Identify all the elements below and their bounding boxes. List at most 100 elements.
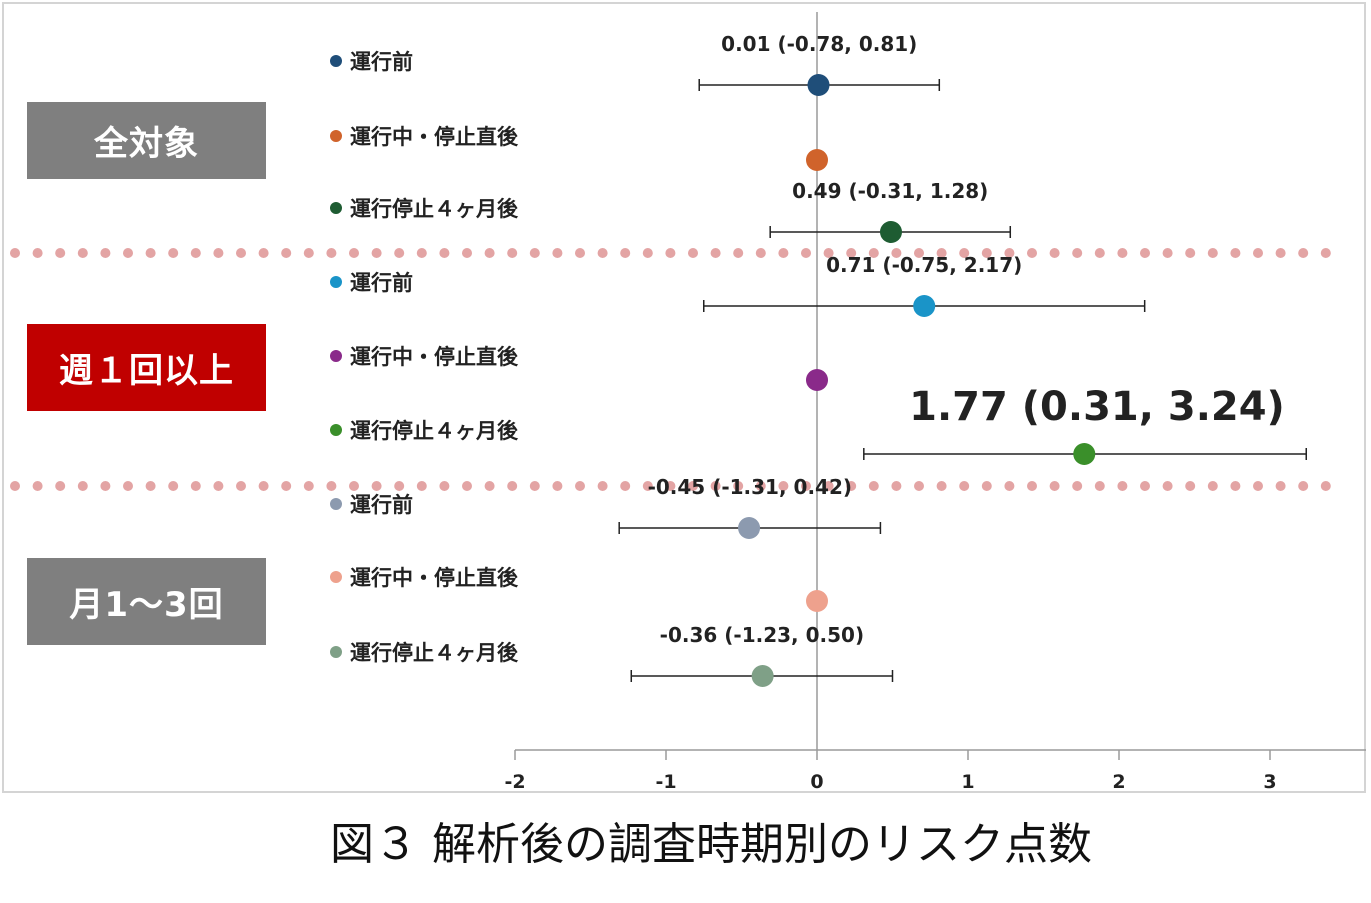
category-label: 運行前 bbox=[350, 493, 413, 517]
ci-value-label: -0.36 (-1.23, 0.50) bbox=[660, 623, 864, 647]
group-separator-dot bbox=[1004, 481, 1015, 491]
group-label-all: 全対象 bbox=[27, 102, 266, 179]
group-separator-dot bbox=[213, 481, 224, 491]
category-label: 運行前 bbox=[350, 50, 413, 74]
point-estimate bbox=[879, 221, 902, 243]
group-separator-dot bbox=[1049, 481, 1060, 491]
group-separator-dot bbox=[1117, 248, 1128, 258]
group-separator-dot bbox=[891, 481, 902, 491]
x-tick-label: 3 bbox=[1263, 771, 1276, 793]
x-tick-label: 2 bbox=[1112, 771, 1125, 793]
group-separator-dot bbox=[1094, 248, 1105, 258]
group-separator-dot bbox=[1275, 248, 1286, 258]
group-separator-dot bbox=[1253, 248, 1263, 258]
group-separator-dot bbox=[326, 481, 337, 491]
category-label: 運行中・停止直後 bbox=[350, 345, 518, 369]
group-label-weekly: 週１回以上 bbox=[27, 324, 266, 411]
group-separator-dot bbox=[1072, 248, 1083, 258]
group-separator-dot bbox=[236, 248, 246, 258]
group-separator-dot bbox=[891, 248, 902, 258]
group-separator-dot bbox=[597, 248, 608, 258]
group-separator-dot bbox=[1298, 481, 1309, 491]
group-separator-dot bbox=[100, 481, 111, 491]
group-separator-dot bbox=[642, 248, 653, 258]
legend-dot-icon bbox=[330, 571, 342, 583]
ci-value-label: 0.71 (-0.75, 2.17) bbox=[826, 253, 1022, 277]
x-tick-label: -2 bbox=[504, 771, 525, 793]
point-estimate bbox=[807, 74, 830, 96]
group-separator-dot bbox=[529, 481, 540, 491]
ci-value-label: -0.45 (-1.31, 0.42) bbox=[648, 475, 852, 499]
legend-dot-icon bbox=[330, 130, 342, 142]
group-separator-dot bbox=[823, 248, 834, 258]
group-separator-dot bbox=[484, 481, 495, 491]
group-separator-dot bbox=[597, 481, 608, 491]
group-separator-dot bbox=[258, 481, 269, 491]
x-tick-label: 1 bbox=[961, 771, 974, 793]
category-row: 運行中・停止直後 bbox=[330, 562, 518, 592]
group-separator-dot bbox=[462, 481, 472, 491]
point-estimate bbox=[806, 590, 828, 612]
group-separator-dot bbox=[665, 248, 676, 258]
group-separator-dot bbox=[778, 248, 789, 258]
group-separator-dot bbox=[959, 248, 970, 258]
group-separator-dot bbox=[1320, 248, 1331, 258]
group-separator-dot bbox=[733, 481, 744, 491]
group-separator-dot bbox=[1072, 481, 1083, 491]
group-separator-dot bbox=[394, 248, 405, 258]
group-separator-dot bbox=[1207, 248, 1218, 258]
group-separator-dot bbox=[575, 481, 585, 491]
group-separator-dot bbox=[10, 248, 20, 258]
category-label: 運行中・停止直後 bbox=[350, 566, 518, 590]
legend-dot-icon bbox=[330, 350, 342, 362]
group-separator-dot bbox=[575, 248, 585, 258]
legend-dot-icon bbox=[330, 276, 342, 288]
group-separator-dot bbox=[868, 248, 879, 258]
group-separator-dot bbox=[77, 481, 88, 491]
group-separator-dot bbox=[801, 481, 811, 491]
group-separator-dot bbox=[688, 481, 698, 491]
group-separator-dot bbox=[1275, 481, 1286, 491]
group-separator-dot bbox=[349, 481, 359, 491]
group-separator-dot bbox=[936, 248, 947, 258]
group-separator-dot bbox=[168, 481, 179, 491]
group-separator-dot bbox=[10, 481, 20, 491]
category-label: 運行停止４ヶ月後 bbox=[350, 197, 518, 221]
group-separator-dot bbox=[394, 481, 405, 491]
group-separator-dot bbox=[823, 481, 834, 491]
point-estimate bbox=[738, 517, 761, 539]
group-separator-dot bbox=[190, 248, 201, 258]
category-row: 運行前 bbox=[330, 46, 413, 76]
x-tick-label: 0 bbox=[810, 771, 823, 793]
group-separator-dot bbox=[462, 248, 472, 258]
forest-plot: -2 -1 0 1 2 3 0.01 (-0.78, 0.81) 0.49 (-0.31, 1… bbox=[10, 12, 1366, 793]
group-separator-dot bbox=[620, 481, 631, 491]
group-separator-dot bbox=[507, 481, 518, 491]
group-separator-dot bbox=[281, 481, 292, 491]
category-row: 運行停止４ヶ月後 bbox=[330, 415, 518, 445]
group-separator-dot bbox=[642, 481, 653, 491]
group-separator-dot bbox=[55, 481, 66, 491]
group-separator-dot bbox=[620, 248, 631, 258]
group-separator-dot bbox=[100, 248, 111, 258]
group-separator-dot bbox=[1094, 481, 1105, 491]
point-estimate bbox=[806, 369, 828, 391]
group-separator-dot bbox=[1298, 248, 1309, 258]
group-separator-dot bbox=[349, 248, 359, 258]
group-separator-dot bbox=[145, 248, 156, 258]
category-label: 運行中・停止直後 bbox=[350, 125, 518, 149]
group-separator-dot bbox=[1230, 481, 1241, 491]
group-separator-dot bbox=[123, 248, 133, 258]
group-separator-dot bbox=[981, 248, 992, 258]
group-separator-dot bbox=[326, 248, 337, 258]
group-separator-dot bbox=[936, 481, 947, 491]
group-separator-dot bbox=[1162, 248, 1173, 258]
group-separator-dot bbox=[371, 481, 382, 491]
ci-value-label: 0.01 (-0.78, 0.81) bbox=[721, 32, 917, 56]
group-separator-dot bbox=[733, 248, 744, 258]
x-tick-label: -1 bbox=[655, 771, 676, 793]
group-separator-dot bbox=[484, 248, 495, 258]
group-separator-dot bbox=[213, 248, 224, 258]
point-estimate bbox=[806, 149, 828, 171]
legend-dot-icon bbox=[330, 424, 342, 436]
